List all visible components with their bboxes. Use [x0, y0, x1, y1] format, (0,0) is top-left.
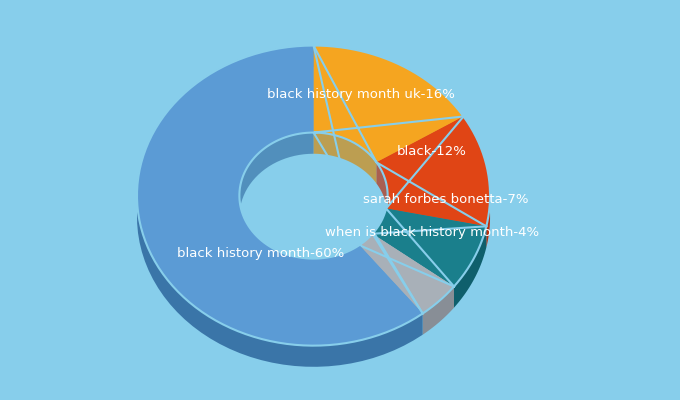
Text: black history month-60%: black history month-60%: [177, 247, 344, 260]
Polygon shape: [359, 234, 454, 314]
Polygon shape: [373, 208, 386, 255]
Polygon shape: [359, 234, 454, 314]
Text: when is black history month-4%: when is black history month-4%: [325, 226, 539, 239]
Polygon shape: [359, 234, 373, 266]
Text: black history month uk-16%: black history month uk-16%: [267, 88, 455, 102]
Polygon shape: [464, 116, 490, 248]
Polygon shape: [423, 286, 454, 335]
Polygon shape: [137, 46, 423, 346]
Polygon shape: [313, 46, 464, 138]
Polygon shape: [239, 132, 359, 280]
Polygon shape: [377, 116, 490, 226]
Polygon shape: [373, 208, 486, 286]
Polygon shape: [454, 226, 486, 308]
Text: sarah forbes bonetta-7%: sarah forbes bonetta-7%: [363, 193, 528, 206]
Polygon shape: [373, 208, 486, 286]
Polygon shape: [137, 46, 423, 346]
Polygon shape: [313, 132, 377, 184]
Polygon shape: [377, 162, 388, 230]
Polygon shape: [137, 46, 423, 367]
Text: black-12%: black-12%: [397, 145, 466, 158]
Polygon shape: [313, 46, 464, 162]
Polygon shape: [377, 116, 490, 226]
Polygon shape: [313, 46, 464, 162]
